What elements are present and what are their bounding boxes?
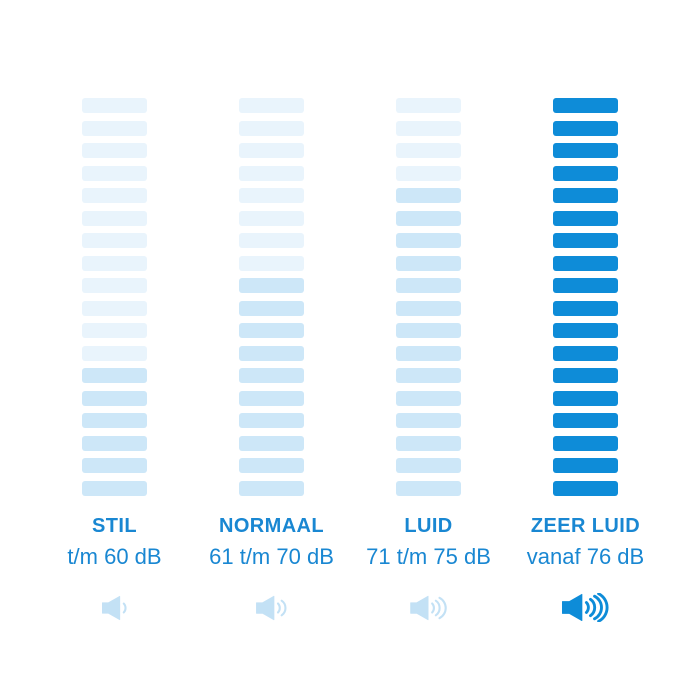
volume-meter-zeer-luid (553, 98, 618, 496)
meter-segment (239, 255, 304, 271)
meter-segment (396, 278, 461, 293)
category-title: STIL (92, 514, 137, 537)
speaker-icon-2-waves (256, 593, 287, 623)
meter-segment (553, 233, 618, 248)
meter-segment (396, 98, 461, 113)
meter-segment (239, 188, 304, 203)
meter-segment (396, 143, 461, 158)
meter-segment (396, 255, 461, 271)
category-title: ZEER LUID (530, 514, 641, 537)
meter-segment (82, 165, 147, 181)
meter-segment (239, 435, 304, 451)
meter-segment (239, 480, 304, 496)
meter-segment (239, 120, 304, 136)
volume-meter-normaal (239, 98, 304, 496)
meter-segment (239, 300, 304, 316)
category-range: vanaf 76 dB (526, 543, 645, 569)
meter-segment (553, 390, 618, 406)
speaker-icon-3-waves (410, 593, 447, 623)
meter-segment (82, 278, 147, 293)
meter-segment (82, 120, 147, 136)
volume-meter-stil (82, 98, 147, 496)
meter-segment (82, 233, 147, 248)
meter-segment (82, 210, 147, 226)
meter-segment (239, 458, 304, 473)
meter-segment (82, 435, 147, 451)
meter-segment (396, 413, 461, 428)
column-luid: LUID 71 t/m 75 dB (350, 98, 507, 623)
meter-segment (239, 368, 304, 383)
meter-segment (553, 368, 618, 383)
speaker-icon (410, 595, 447, 620)
meter-segment (553, 278, 618, 293)
category-title: LUID (404, 514, 453, 537)
meter-segment (396, 210, 461, 226)
meter-segment (82, 413, 147, 428)
meter-segment (553, 143, 618, 158)
speaker-icon-4-waves (562, 593, 609, 623)
meter-segment (553, 120, 618, 136)
meter-segment (239, 278, 304, 293)
meter-segment (239, 98, 304, 113)
meter-segment (82, 98, 147, 113)
meter-segment (239, 413, 304, 428)
meter-segment (82, 188, 147, 203)
speaker-icon (102, 595, 127, 620)
meter-segment (239, 323, 304, 338)
meter-segment (553, 255, 618, 271)
meter-segment (82, 345, 147, 361)
meter-segment (396, 345, 461, 361)
category-range: 61 t/m 70 dB (209, 543, 334, 569)
meter-segment (553, 98, 618, 113)
column-stil: STIL t/m 60 dB (36, 98, 193, 623)
column-zeer-luid: ZEER LUID vanaf 76 dB (507, 98, 664, 623)
meter-segment (553, 413, 618, 428)
meter-segment (396, 120, 461, 136)
speaker-icon (562, 593, 609, 622)
meter-segment (82, 143, 147, 158)
meter-segment (553, 165, 618, 181)
meter-segment (82, 323, 147, 338)
meter-segment (396, 480, 461, 496)
meter-segment (396, 435, 461, 451)
category-range: t/m 60 dB (67, 543, 162, 569)
volume-meter-luid (396, 98, 461, 496)
category-title: NORMAAL (218, 514, 324, 537)
meter-segment (239, 143, 304, 158)
meter-segment (553, 300, 618, 316)
meter-segment (553, 480, 618, 496)
meter-segment (82, 368, 147, 383)
meter-segment (396, 323, 461, 338)
column-normaal: NORMAAL 61 t/m 70 dB (193, 98, 350, 623)
meter-segment (396, 233, 461, 248)
speaker-icon (256, 595, 287, 620)
meter-segment (82, 255, 147, 271)
meter-segment (82, 480, 147, 496)
meter-segment (553, 435, 618, 451)
speaker-icon-1-wave (102, 593, 127, 623)
meter-segment (239, 210, 304, 226)
meter-segment (553, 345, 618, 361)
meter-segment (396, 188, 461, 203)
meter-segment (239, 390, 304, 406)
meter-segment (239, 345, 304, 361)
meter-segment (396, 368, 461, 383)
meter-segment (553, 210, 618, 226)
meter-segment (239, 233, 304, 248)
meter-segment (553, 323, 618, 338)
meter-segment (82, 300, 147, 316)
volume-chart: STIL t/m 60 dB NORMAAL 61 t/m 70 dB (36, 98, 664, 623)
meter-segment (82, 390, 147, 406)
meter-segment (396, 390, 461, 406)
meter-segment (239, 165, 304, 181)
category-range: 71 t/m 75 dB (366, 543, 491, 569)
meter-segment (396, 165, 461, 181)
meter-segment (553, 188, 618, 203)
meter-segment (396, 300, 461, 316)
meter-segment (82, 458, 147, 473)
meter-segment (396, 458, 461, 473)
meter-segment (553, 458, 618, 473)
